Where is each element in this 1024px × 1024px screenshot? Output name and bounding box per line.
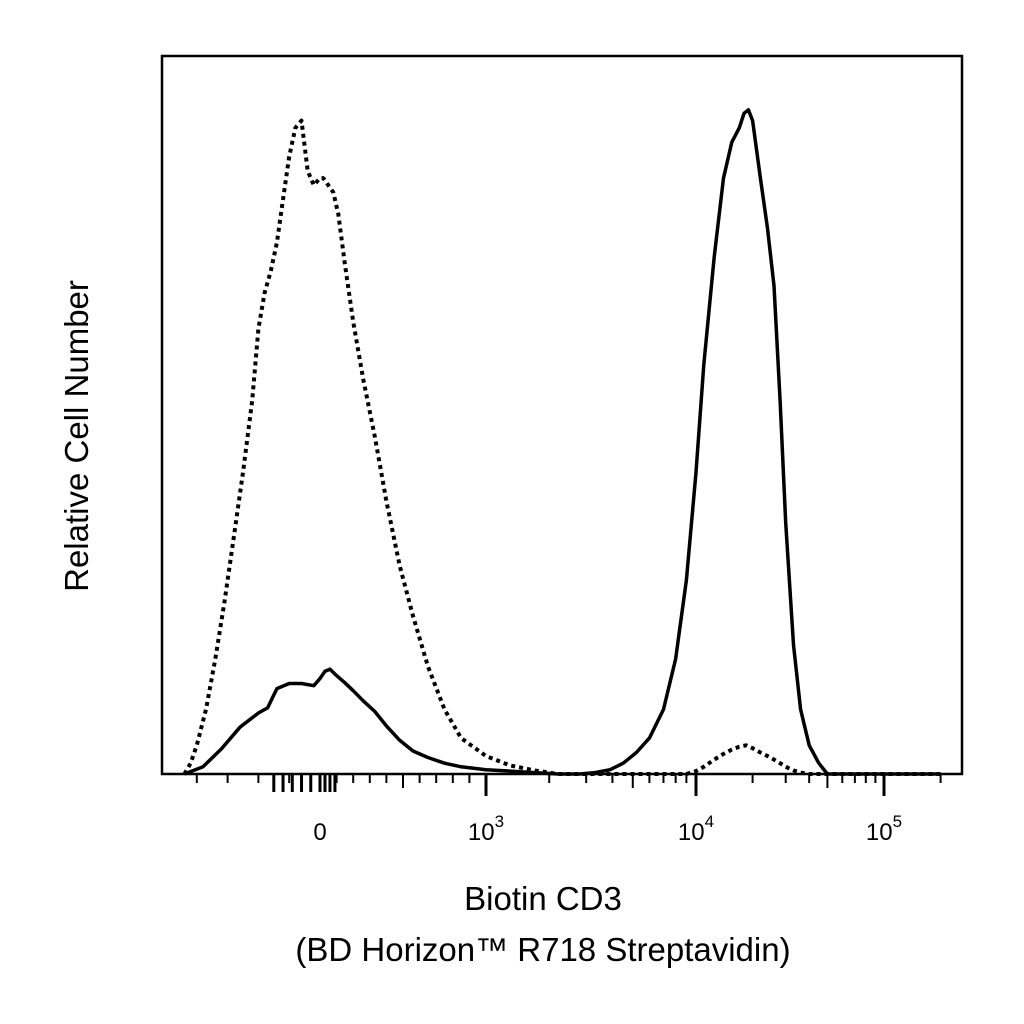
x-axis-title-line2: (BD Horizon™ R718 Streptavidin) [295,931,790,968]
plot-frame [160,54,964,776]
series-dotted-line [182,118,941,776]
x-axis-ticks [195,774,942,796]
x-tick-label: 0 [313,819,326,846]
x-axis-title: Biotin CD3 [464,880,622,917]
histogram-curves [182,108,941,776]
series-solid-line [183,108,941,776]
x-tick-label: 105 [866,812,902,846]
x-axis-tick-labels: 0 103 104 105 [313,812,902,846]
x-tick-label: 103 [468,812,504,846]
x-tick-label: 104 [678,812,714,846]
y-axis-title: Relative Cell Number [58,280,95,592]
